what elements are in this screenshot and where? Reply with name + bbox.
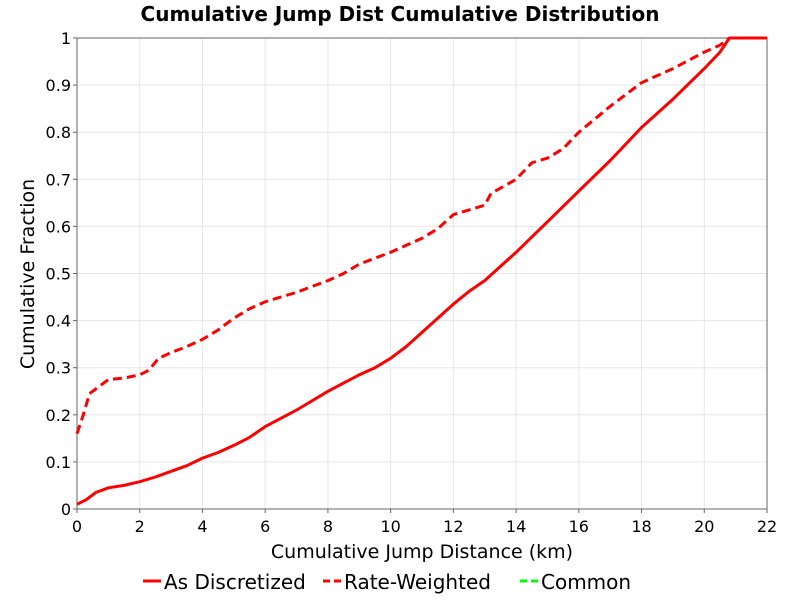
y-tick-label: 0.3 (46, 359, 71, 378)
x-tick-label: 16 (569, 517, 589, 536)
x-tick-label: 4 (197, 517, 207, 536)
y-tick-label: 0.8 (46, 123, 71, 142)
legend-label: Rate-Weighted (344, 570, 491, 594)
y-tick-label: 0.7 (46, 170, 71, 189)
y-tick-label: 0.6 (46, 217, 71, 236)
x-tick-label: 6 (260, 517, 270, 536)
x-tick-label: 8 (323, 517, 333, 536)
series-layer (75, 36, 767, 506)
legend-label: Common (541, 570, 631, 594)
x-tick-label: 12 (443, 517, 463, 536)
chart-title: Cumulative Jump Dist Cumulative Distribu… (141, 2, 660, 26)
series-line-as-discretized (76, 36, 767, 506)
x-tick-label: 22 (757, 517, 777, 536)
ticks: 0 2 4 6 8 10 12 14 16 18 20 22 0 0.1 0.2 0.3 0.4 0.5 0.6 0.… (46, 29, 778, 536)
legend-label: As Discretized (164, 570, 306, 594)
x-tick-label: 0 (72, 517, 82, 536)
y-tick-label: 0.4 (46, 312, 71, 331)
y-tick-label: 0.2 (46, 406, 71, 425)
series-line-rate-weighted (75, 36, 767, 435)
y-tick-label: 1 (61, 29, 71, 48)
legend: As Discretized Rate-Weighted Common (143, 570, 631, 594)
y-axis-label: Cumulative Fraction (17, 179, 39, 369)
x-tick-label: 18 (631, 517, 651, 536)
x-tick-label: 10 (380, 517, 400, 536)
x-tick-label: 2 (135, 517, 145, 536)
x-tick-label: 20 (694, 517, 714, 536)
x-axis-label: Cumulative Jump Distance (km) (271, 541, 573, 563)
y-tick-label: 0.9 (46, 76, 71, 95)
y-tick-label: 0.1 (46, 453, 71, 472)
x-tick-label: 14 (506, 517, 526, 536)
y-tick-label: 0.5 (46, 265, 71, 284)
y-tick-label: 0 (61, 500, 71, 519)
